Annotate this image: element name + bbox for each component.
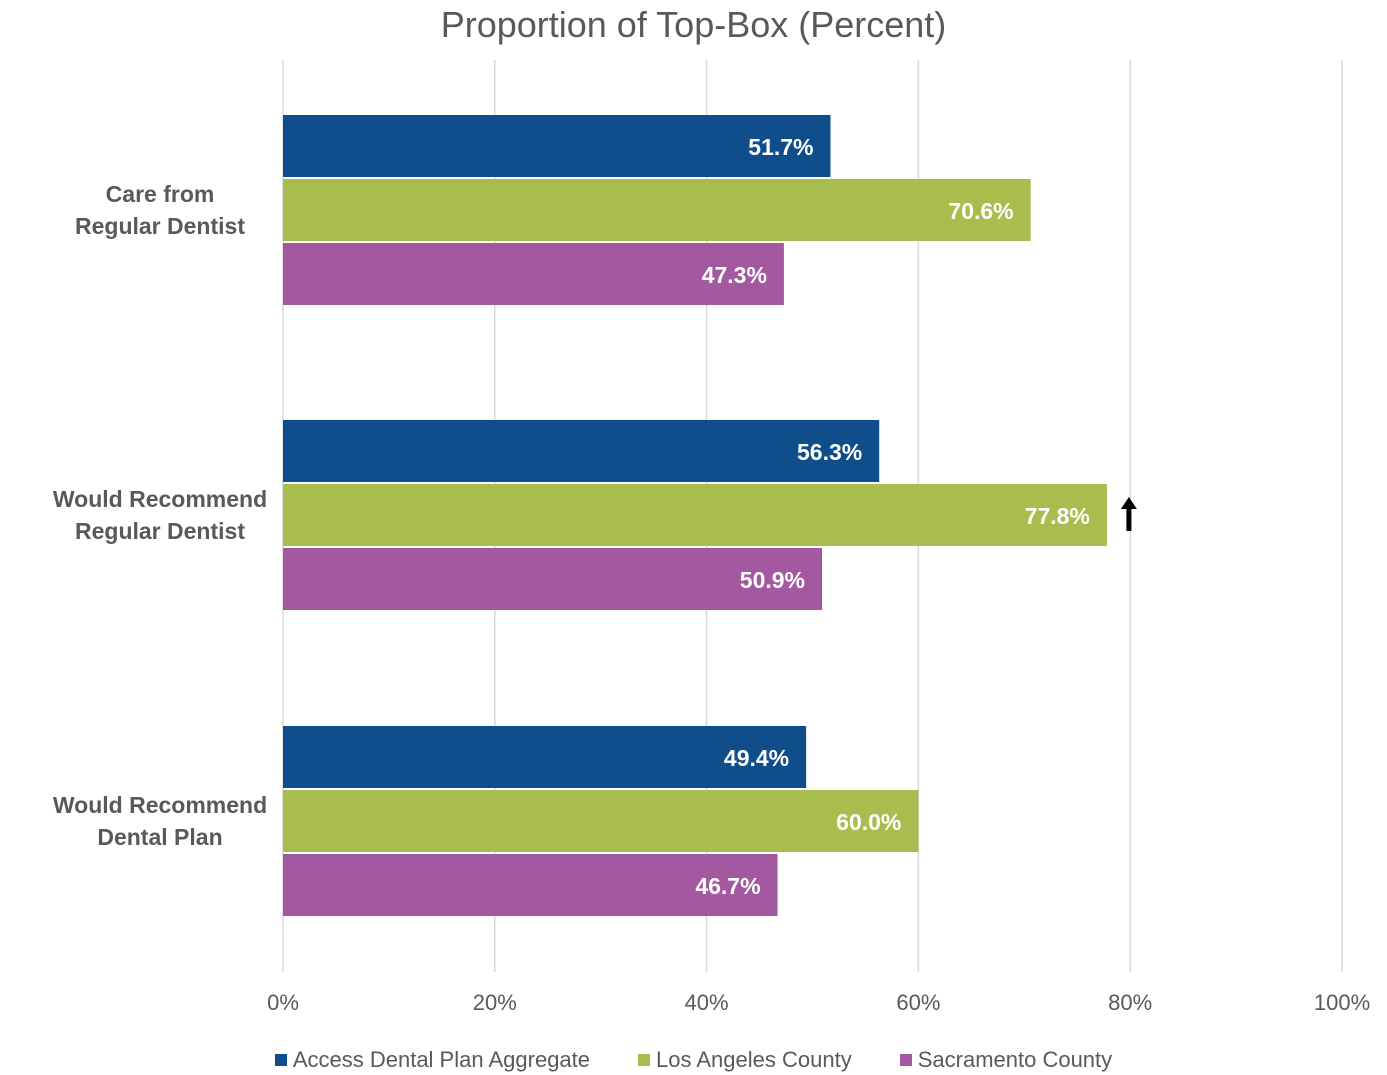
legend-item-access-dental: Access Dental Plan Aggregate [274,1047,591,1073]
category-label: Regular Dentist [75,213,245,239]
x-tick-label: 60% [896,990,940,1015]
data-label: 56.3% [797,439,862,465]
category-label: Care from [106,181,215,207]
legend-item-sacramento: Sacramento County [899,1047,1113,1073]
up-arrow-icon [1120,497,1137,531]
legend-swatch-sacramento [899,1054,912,1066]
bar [283,726,807,788]
data-label: 60.0% [836,809,901,835]
data-label: 51.7% [748,134,813,160]
bar [283,243,784,305]
data-label: 47.3% [702,262,767,288]
arrow-shaft [1126,507,1132,531]
bar [283,548,823,610]
chart-title: Proportion of Top-Box (Percent) [440,4,947,45]
data-label: 70.6% [948,198,1013,224]
category-label: Would Recommend [53,792,267,818]
legend: Access Dental Plan Aggregate Los Angeles… [0,1045,1387,1075]
category-label: Would Recommend [53,486,267,512]
bar [283,854,778,916]
legend-swatch-los-angeles [638,1054,651,1066]
category-label: Dental Plan [97,824,222,850]
bar [283,115,831,177]
data-label: 49.4% [724,745,789,771]
legend-swatch-access-dental [274,1054,287,1066]
legend-label-los-angeles: Los Angeles County [656,1047,852,1072]
x-tick-label: 40% [685,990,729,1015]
arrow-head [1120,497,1137,509]
data-label: 50.9% [740,567,805,593]
legend-label-sacramento: Sacramento County [917,1047,1113,1072]
legend-item-los-angeles: Los Angeles County [638,1047,852,1073]
x-tick-label: 100% [1314,990,1370,1015]
category-label: Regular Dentist [75,518,245,544]
bar [283,484,1107,546]
bar [283,790,919,852]
x-tick-label: 0% [267,990,299,1015]
data-label: 46.7% [695,873,760,899]
bar-chart: 0% 20% 40% 60% 80% 100% Care from Regular Denti… [53,60,1370,1015]
legend-label-access-dental: Access Dental Plan Aggregate [292,1047,591,1072]
bar [283,420,880,482]
x-tick-label: 20% [473,990,517,1015]
data-label: 77.8% [1025,503,1090,529]
x-tick-label: 80% [1108,990,1152,1015]
bar [283,179,1031,241]
